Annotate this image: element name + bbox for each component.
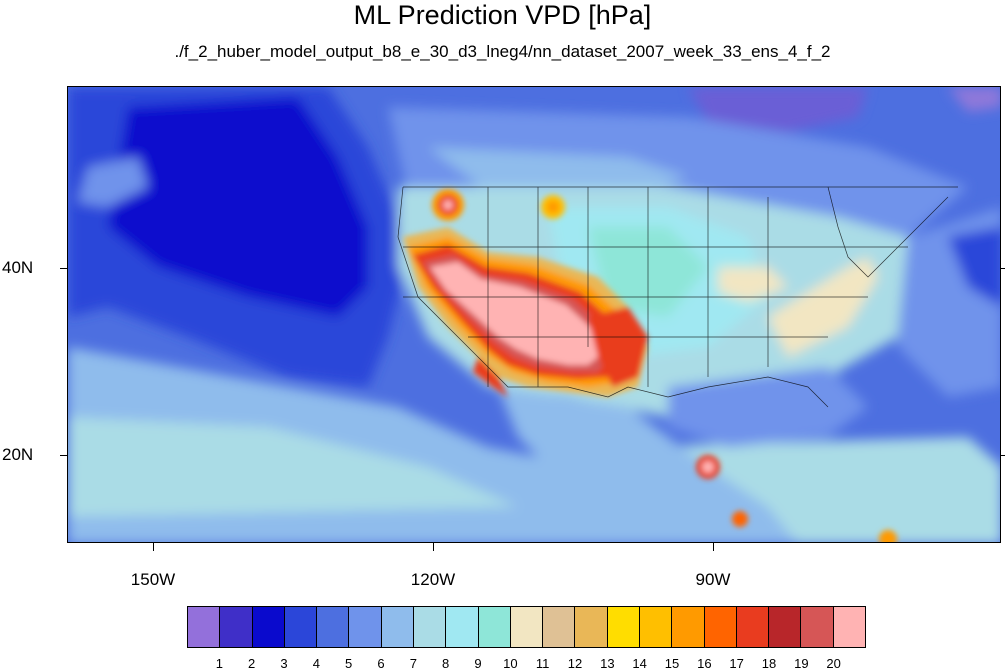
lon-tick-150w: [153, 543, 154, 551]
colorbar-cell: [769, 607, 802, 647]
colorbar-label: 20: [826, 656, 841, 671]
colorbar-cell: [510, 607, 544, 647]
colorbar-label: 7: [409, 656, 417, 671]
lon-tick-120w: [433, 543, 434, 551]
colorbar-label: 19: [794, 656, 809, 671]
colorbar-cell: [188, 607, 221, 647]
colorbar-cell: [349, 607, 382, 647]
colorbar-cell: [736, 607, 770, 647]
colorbar-label: 11: [535, 656, 550, 671]
colorbar-cell: [381, 607, 414, 647]
colorbar-bar: [187, 606, 866, 648]
colorbar-label: 2: [248, 656, 256, 671]
lat-tick-40n-right: [1001, 268, 1005, 269]
colorbar-label: 3: [280, 656, 288, 671]
colorbar-cell: [672, 607, 705, 647]
colorbar-label: 5: [345, 656, 353, 671]
colorbar-label: 18: [761, 656, 777, 671]
colorbar-cell: [446, 607, 479, 647]
colorbar-label: 16: [697, 656, 712, 671]
colorbar-cell: [220, 607, 253, 647]
colorbar-label: 17: [729, 656, 744, 671]
field-layer-warm: [403, 189, 897, 542]
colorbar-label: 6: [377, 656, 385, 671]
boundary-lines: [397, 186, 958, 408]
colorbar-cell: [284, 607, 318, 647]
chart-subtitle: ./f_2_huber_model_output_b8_e_30_d3_lneg…: [174, 42, 831, 61]
colorbar-cell: [607, 607, 640, 647]
colorbar-cell: [413, 607, 447, 647]
lat-label-40n: 40N: [2, 258, 34, 277]
colorbar-label: 9: [474, 656, 482, 671]
colorbar-label: 8: [442, 656, 450, 671]
colorbar-label: 13: [600, 656, 615, 671]
colorbar-cell: [543, 607, 576, 647]
map-canvas: [68, 87, 1000, 542]
colorbar-cell: [639, 607, 673, 647]
lat-tick-20n-right: [1001, 455, 1005, 456]
colorbar-cell: [704, 607, 737, 647]
chart-title: ML Prediction VPD [hPa]: [353, 0, 652, 30]
lat-tick-20n: [60, 455, 67, 456]
vpd-map: [67, 86, 1001, 543]
colorbar-label: 10: [503, 656, 518, 671]
colorbar-label: 12: [567, 656, 583, 671]
lon-label-90w: 90W: [695, 570, 731, 589]
lon-tick-90w: [713, 543, 714, 551]
colorbar-label: 14: [632, 656, 647, 671]
lon-label-120w: 120W: [410, 570, 456, 589]
colorbar-cell: [478, 607, 511, 647]
colorbar: [187, 606, 866, 648]
lat-tick-40n: [60, 268, 67, 269]
colorbar-cell: [252, 607, 285, 647]
colorbar-label: 1: [215, 656, 223, 671]
lat-label-20n: 20N: [2, 445, 34, 464]
lon-label-150w: 150W: [130, 570, 176, 589]
colorbar-cell: [575, 607, 608, 647]
colorbar-label: 15: [664, 656, 680, 671]
colorbar-cell: [801, 607, 834, 647]
field-layer-cool: [68, 87, 1000, 542]
colorbar-cell: [317, 607, 350, 647]
colorbar-cell: [833, 607, 865, 647]
colorbar-label: 4: [312, 656, 320, 671]
